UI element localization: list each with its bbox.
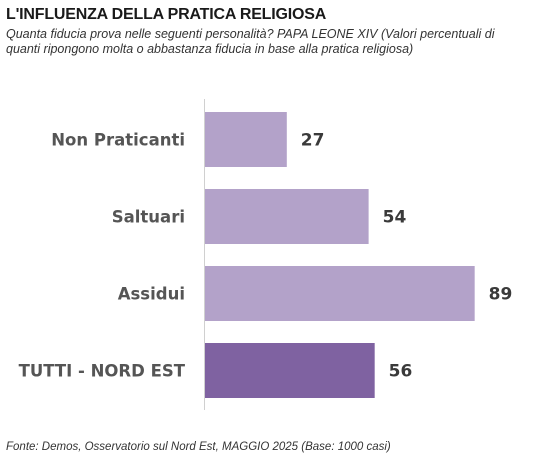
chart-subtitle: Quanta fiducia prova nelle seguenti pers… — [6, 27, 495, 56]
value-label: 56 — [389, 362, 413, 382]
bar-non-praticanti — [205, 112, 287, 167]
value-label: 27 — [301, 131, 325, 151]
value-label: 54 — [383, 208, 407, 228]
source-note: Fonte: Demos, Osservatorio sul Nord Est,… — [6, 441, 391, 453]
category-label: Saltuari — [112, 208, 185, 227]
value-label: 89 — [489, 285, 513, 305]
category-label: Non Praticanti — [51, 131, 185, 150]
bar-saltuari — [205, 189, 369, 244]
category-label: TUTTI - NORD EST — [19, 362, 186, 381]
chart-title: L'INFLUENZA DELLA PRATICA RELIGIOSA — [6, 6, 327, 23]
category-label: Assidui — [118, 285, 185, 304]
bar-tutti-nord-est — [205, 343, 375, 398]
bar-assidui — [205, 266, 475, 321]
